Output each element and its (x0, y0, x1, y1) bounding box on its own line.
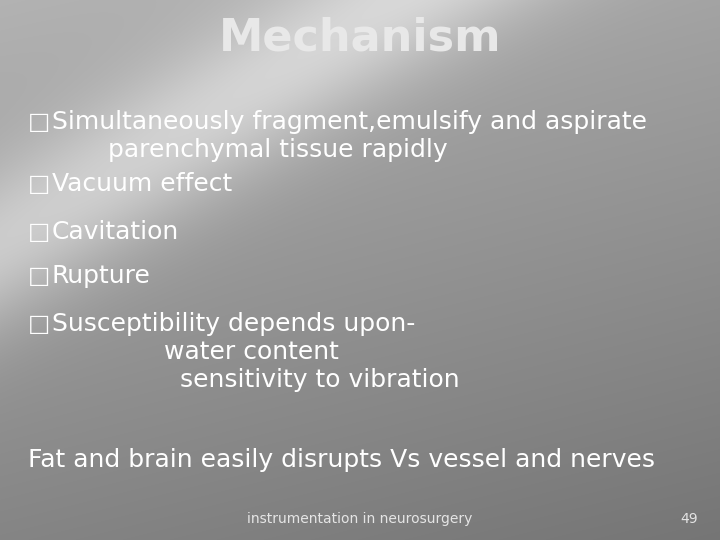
Text: Susceptibility depends upon-: Susceptibility depends upon- (52, 312, 415, 336)
Text: Mechanism: Mechanism (219, 17, 501, 59)
Text: Cavitation: Cavitation (52, 220, 179, 244)
Text: Vacuum effect: Vacuum effect (52, 172, 233, 196)
Text: 49: 49 (680, 512, 698, 526)
Text: □: □ (28, 312, 50, 336)
Text: water content: water content (52, 340, 339, 364)
Text: Rupture: Rupture (52, 264, 151, 288)
Text: sensitivity to vibration: sensitivity to vibration (52, 368, 459, 392)
Text: □: □ (28, 110, 50, 134)
Text: □: □ (28, 264, 50, 288)
Text: □: □ (28, 220, 50, 244)
Text: Fat and brain easily disrupts Vs vessel and nerves: Fat and brain easily disrupts Vs vessel … (28, 448, 655, 472)
Text: instrumentation in neurosurgery: instrumentation in neurosurgery (247, 512, 473, 526)
Text: □: □ (28, 172, 50, 196)
Text: Simultaneously fragment,emulsify and aspirate: Simultaneously fragment,emulsify and asp… (52, 110, 647, 134)
Text: parenchymal tissue rapidly: parenchymal tissue rapidly (52, 138, 448, 162)
